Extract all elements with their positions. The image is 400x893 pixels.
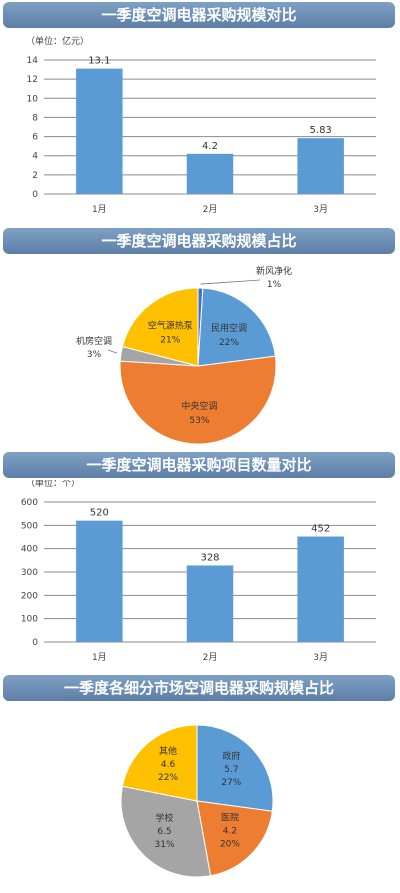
chart-4-slice-label: 政府 (222, 750, 240, 762)
chart-1-unit-label: （单位：亿元） (26, 35, 89, 47)
chart-2-slice-label: 机房空调 (76, 335, 112, 347)
chart-4-slice-pct: 31% (155, 840, 175, 850)
chart-3-y-tick-label: 100 (21, 615, 38, 625)
chart-2-pie-slice (119, 355, 277, 445)
chart-1-bar (297, 138, 344, 194)
chart-4-slice-label: 其他 (159, 745, 177, 757)
chart-1-y-tick-label: 10 (27, 94, 39, 104)
chart-4-slice-label: 医院 (221, 812, 239, 824)
chart-3-unit-label: （单位：个） (26, 480, 80, 489)
chart-4-slice-value: 4.2 (223, 827, 237, 837)
chart-1-y-tick-label: 14 (27, 56, 39, 66)
chart-4-slice-pct: 20% (220, 840, 240, 850)
chart-4-pie-slice (121, 724, 198, 802)
chart-4-title: 一季度各细分市场空调电器采购规模占比 (3, 675, 395, 701)
chart-1-y-tick-label: 0 (32, 190, 38, 200)
chart-1-y-tick-label: 12 (27, 75, 38, 85)
chart-1-y-tick-label: 4 (32, 152, 38, 162)
chart-2-slice-pct: 53% (189, 416, 209, 426)
chart-4-slice-value: 6.5 (157, 827, 171, 837)
chart-3-bar (297, 536, 344, 642)
chart-4-pie-slice (196, 724, 274, 812)
chart-4-slice-pct: 27% (221, 778, 241, 788)
chart-2-slice-pct: 1% (267, 280, 282, 290)
chart-1-data-label: 4.2 (202, 141, 218, 152)
chart-1-x-tick-label: 1月 (92, 204, 107, 215)
chart-2-slice-label: 空气源热泵 (148, 319, 193, 331)
chart-3-bar-svg: （单位：个） 0 100 200 300 400 500 600 520 1月 328 2月 452 3月 (21, 480, 376, 663)
chart-3-x-tick-label: 1月 (92, 652, 107, 663)
chart-1-bar (76, 68, 123, 194)
chart-1-x-tick-label: 3月 (313, 204, 328, 215)
chart-2-pie-slice (121, 287, 199, 367)
chart-3-bar (186, 565, 234, 642)
chart-3-data-label: 520 (90, 508, 109, 519)
chart-3-data-label: 328 (200, 552, 219, 563)
chart-3-title: 一季度空调电器采购项目数量对比 (3, 452, 395, 478)
chart-2-slice-pct: 22% (219, 338, 239, 348)
chart-3-data-label: 452 (311, 524, 330, 535)
chart-1-y-tick-label: 6 (32, 133, 38, 143)
chart-3-y-tick-label: 0 (32, 638, 38, 648)
chart-2-slice-label: 民用空调 (211, 322, 247, 334)
chart-2-slice-label: 新风净化 (256, 265, 292, 277)
chart-2-slice-label: 中央空调 (181, 400, 217, 412)
chart-4-pie-svg: 政府 5.7 27% 医院 4.2 20% 学校 6.5 31% 其他 4.6 22% (120, 724, 274, 878)
chart-2-pie-svg: 新风净化 1% 民用空调 22% 中央空调 53% 机房空调 3% 空气源热泵 21% (76, 265, 292, 445)
chart-4-pie-slice (120, 785, 212, 878)
chart-4-slice-value: 4.6 (161, 760, 176, 770)
chart-1-data-label: 5.83 (310, 125, 332, 136)
chart-1-title: 一季度空调电器采购规模对比 (3, 2, 395, 28)
chart-2-slice-pct: 3% (87, 350, 102, 360)
chart-2-leader-line (107, 349, 118, 354)
chart-3-y-tick-label: 400 (21, 545, 38, 555)
chart-1-bar-svg: （单位：亿元） 0 2 4 6 8 10 12 14 13.1 1月 4.2 2月 5.83 3月 (26, 35, 376, 215)
chart-3-y-tick-label: 500 (21, 521, 38, 531)
chart-4-slice-label: 学校 (156, 812, 174, 824)
chart-3-y-tick-label: 600 (21, 498, 38, 508)
chart-2-pie-slice (197, 287, 276, 367)
chart-4-pie-slice (196, 800, 273, 877)
chart-1-y-tick-label: 2 (32, 171, 38, 181)
chart-2-leader-line (200, 279, 261, 285)
chart-3-y-tick-label: 200 (21, 591, 38, 601)
chart-1-data-label: 13.1 (88, 56, 110, 67)
chart-2-title: 一季度空调电器采购规模占比 (3, 228, 395, 254)
chart-1-x-tick-label: 2月 (203, 204, 218, 215)
chart-3-x-tick-label: 2月 (203, 652, 218, 663)
chart-4-slice-pct: 22% (158, 773, 178, 783)
chart-1-bar (186, 153, 234, 194)
chart-2-slice-pct: 21% (160, 335, 180, 345)
chart-4-slice-value: 5.7 (224, 765, 238, 775)
chart-3-x-tick-label: 3月 (313, 652, 328, 663)
chart-1-y-tick-label: 8 (32, 113, 38, 123)
chart-3-bar (76, 520, 123, 642)
chart-3-y-tick-label: 300 (21, 568, 38, 578)
